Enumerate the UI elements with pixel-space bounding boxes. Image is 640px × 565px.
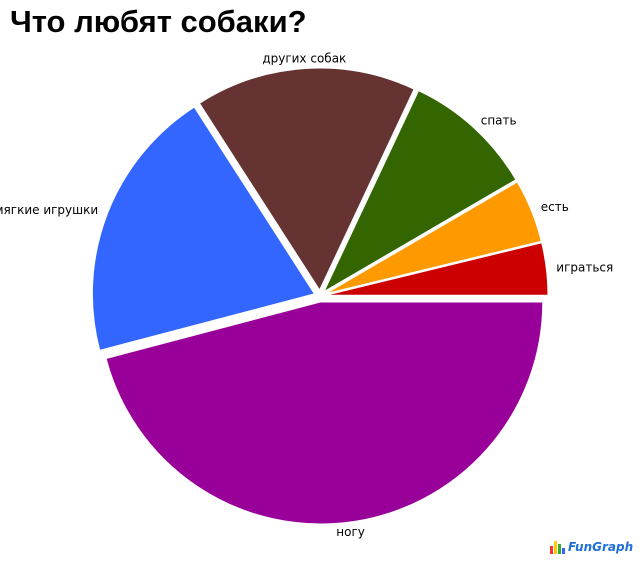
pie-slice-спать — [322, 90, 517, 293]
pie-slice-играться — [325, 242, 549, 296]
slice-label-играться: играться — [556, 261, 613, 275]
slice-label-мягкие-игрушки: мягкие игрушки — [0, 203, 98, 217]
logo-bar — [558, 544, 561, 554]
logo-bar — [550, 546, 553, 554]
pie-labels: играться есть спать других собак мягкие игру… — [0, 52, 613, 540]
logo-bar — [554, 541, 557, 554]
pie-slices — [91, 67, 549, 525]
slice-label-есть: есть — [541, 200, 569, 214]
pie-slice-ногу — [105, 301, 544, 525]
slice-label-ногу: ногу — [336, 525, 365, 539]
bar-logo-icon — [550, 540, 565, 554]
pie-slice-других-собак — [198, 67, 415, 292]
slice-label-спать: спать — [481, 113, 517, 127]
pie-slice-есть — [325, 181, 542, 295]
slice-label-других-собак: других собак — [262, 52, 346, 66]
logo-text: FunGraph — [568, 540, 634, 554]
logo-bar — [562, 548, 565, 554]
chart-title: Что любят собаки? — [10, 4, 307, 39]
pie-slice-мягкие-игрушки — [91, 106, 316, 351]
fungraph-logo: FunGraph — [550, 540, 633, 554]
